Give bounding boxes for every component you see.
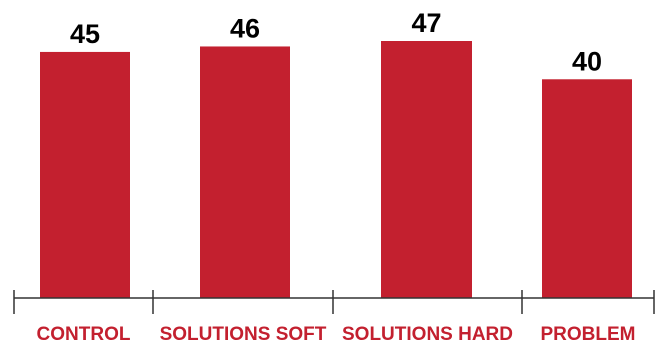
category-labels-group: CONTROL SOLUTIONS SOFT SOLUTIONS HARD PROBL… [37,324,636,345]
category-label: SOLUTIONS SOFT [160,324,327,345]
bar-solutions-soft [200,46,290,299]
value-label: 47 [411,8,441,38]
category-label: SOLUTIONS HARD [342,324,513,345]
category-label: CONTROL [37,324,131,345]
value-label: 46 [230,13,260,43]
category-label: PROBLEM [541,324,636,345]
x-axis-ticks [13,290,655,314]
value-label: 45 [70,19,100,49]
bars-group [40,41,632,299]
bar-solutions-hard [381,41,472,298]
bar-control [40,51,130,298]
value-labels-group: 45 46 47 40 [70,8,602,76]
bar-problem [542,79,632,298]
value-label: 40 [572,46,602,76]
